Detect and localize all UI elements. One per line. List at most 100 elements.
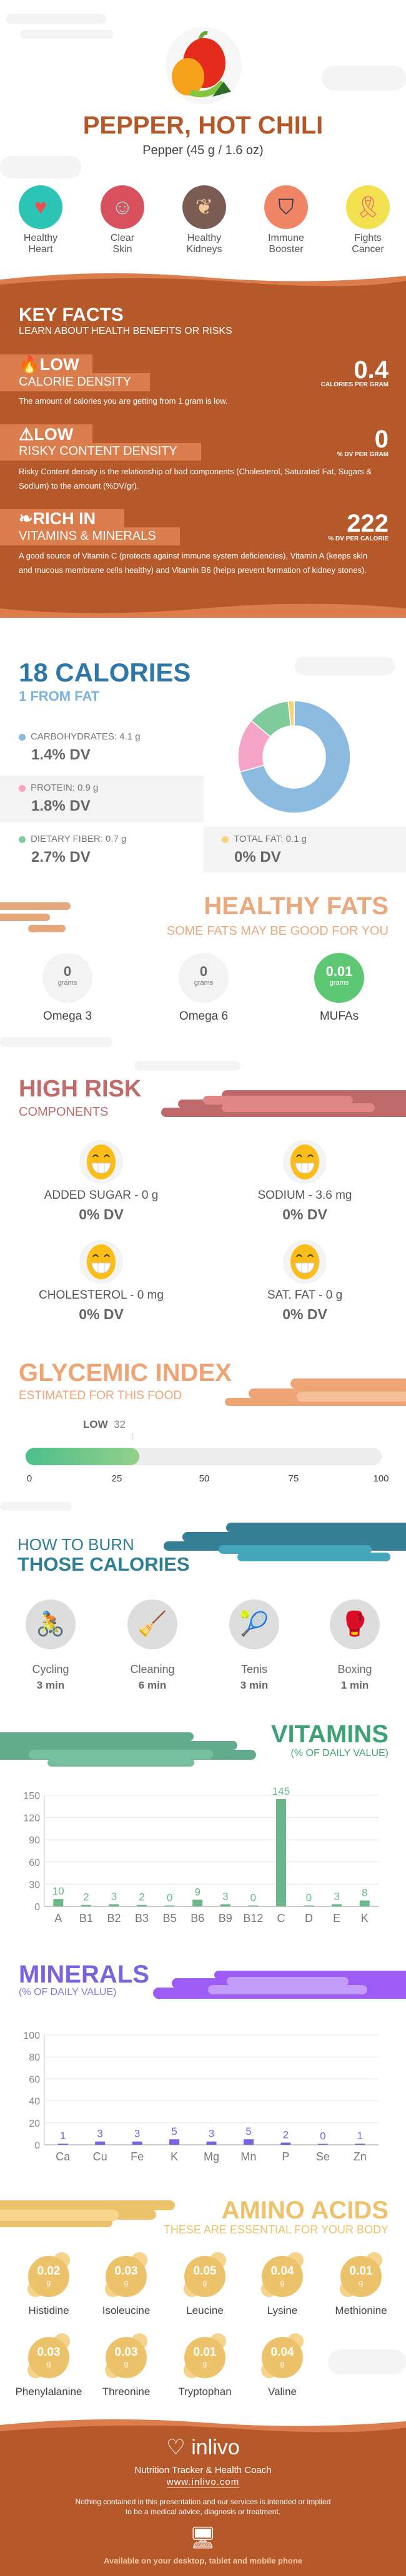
leaf-icon: ❧ xyxy=(19,509,33,528)
carbs-dv: 1.4% DV xyxy=(31,746,91,763)
shield-icon: ⛉ xyxy=(264,185,308,229)
burn-title-line1: HOW TO BURN xyxy=(17,1535,134,1554)
bar-Ca xyxy=(57,2144,68,2145)
sodium-label: SODIUM - 3.6 mg xyxy=(257,1189,352,1202)
omega6-label: Omega 6 xyxy=(179,1010,229,1023)
fiber-legend-dot xyxy=(19,836,26,843)
decor-streak xyxy=(0,2210,119,2221)
bar-P xyxy=(280,2142,291,2145)
protein-legend-dot xyxy=(19,784,26,792)
x-tick-label-Fe: Fe xyxy=(131,2150,144,2163)
pepper-image xyxy=(166,27,242,104)
bar-value-K: 8 xyxy=(362,1887,367,1899)
vitamin-richness-label: VITAMINS & MINERALS xyxy=(19,529,156,543)
omega3-label: Omega 3 xyxy=(42,1010,92,1023)
vitamins-bar-chart: 030609012015010A2B13B22B30B59B63B90B1214… xyxy=(23,1785,379,1925)
bar-value-B1: 2 xyxy=(83,1891,89,1903)
bar-Fe xyxy=(132,2141,142,2145)
bar-A xyxy=(53,1899,64,1906)
bar-value-Ca: 1 xyxy=(60,2130,66,2142)
decor-cloud xyxy=(328,2349,406,2374)
amino-name: Threonine xyxy=(102,2386,151,2398)
vitamin-richness-unit: % DV PER CALORIE xyxy=(328,535,389,542)
bar-value-Se: 0 xyxy=(320,2130,325,2142)
glycemic-value: 32 xyxy=(114,1418,126,1430)
bar-value-B5: 0 xyxy=(167,1892,172,1904)
calorie-density-value: 0.4 xyxy=(354,356,389,384)
omega3-badge: 0 grams xyxy=(42,953,92,1003)
website-link[interactable]: www.inlivo.com xyxy=(166,2477,240,2488)
x-tick-label-Se: Se xyxy=(316,2150,330,2163)
ribbon-icon: 🎗 xyxy=(346,185,390,229)
protein-dv: 1.8% DV xyxy=(31,798,91,814)
bar-K xyxy=(169,2139,180,2145)
calorie-density-desc: The amount of calories you are getting f… xyxy=(19,396,228,406)
inlivo-logo: ♡ inlivo xyxy=(166,2436,240,2459)
calorie-density-label: CALORIE DENSITY xyxy=(19,375,132,389)
bar-K xyxy=(359,1900,370,1906)
x-tick-label-C: C xyxy=(277,1912,285,1925)
x-tick-label-K: K xyxy=(361,1912,369,1925)
y-tick-label: 0 xyxy=(34,2140,40,2151)
bar-value-Mg: 3 xyxy=(209,2128,214,2140)
gi-tick-25: 25 xyxy=(111,1473,122,1484)
amino-name: Valine xyxy=(268,2386,297,2398)
risky-density-label: RISKY CONTENT DENSITY xyxy=(19,444,177,458)
x-tick-label-B9: B9 xyxy=(219,1912,232,1925)
gi-tick-100: 100 xyxy=(373,1473,389,1484)
glycemic-subtitle: ESTIMATED FOR THIS FOOD xyxy=(19,1389,182,1402)
x-tick-label-Zn: Zn xyxy=(354,2150,367,2163)
bar-Cu xyxy=(95,2141,106,2145)
activity-boxing: Boxing xyxy=(337,1663,372,1676)
bar-value-B3: 2 xyxy=(139,1891,144,1903)
y-tick-label: 100 xyxy=(23,2031,40,2041)
decor-cloud xyxy=(134,1061,240,1071)
sat-fat-dv: 0% DV xyxy=(282,1306,327,1322)
amino-name: Methionine xyxy=(335,2305,387,2316)
benefit-clear-skin: Clear Skin xyxy=(110,233,135,255)
vitamins-subtitle: (% OF DAILY VALUE) xyxy=(290,1748,389,1759)
decor-streak xyxy=(182,1532,406,1542)
benefit-healthy-kidneys: Healthy Kidneys xyxy=(186,233,222,255)
x-tick-label-B6: B6 xyxy=(191,1912,204,1925)
bar-D xyxy=(304,1905,314,1906)
y-tick-label: 120 xyxy=(23,1813,40,1824)
devices-icon: 🖥 xyxy=(189,2526,217,2550)
x-tick-label-B5: B5 xyxy=(163,1912,177,1925)
y-tick-label: 30 xyxy=(29,1880,40,1890)
activity-cycling: Cycling xyxy=(32,1663,69,1676)
protein-label: PROTEIN: 0.9 g xyxy=(19,783,98,793)
calories-from-fat: 1 FROM FAT xyxy=(19,688,100,704)
risky-density-unit: % DV PER GRAM xyxy=(337,451,389,458)
x-tick-label-P: P xyxy=(282,2150,289,2163)
bar-value-E: 3 xyxy=(334,1890,339,1902)
grin-face-icon xyxy=(79,1140,123,1184)
gi-tick-75: 75 xyxy=(288,1473,299,1484)
decor-streak xyxy=(29,1750,213,1759)
amino-badge: 0.03 g xyxy=(28,2337,69,2378)
y-tick-label: 40 xyxy=(29,2097,40,2107)
donut-slice-carbohydrates xyxy=(239,701,350,813)
decor-streak xyxy=(226,1523,406,1533)
calorie-density-level: 🔥LOW xyxy=(19,355,79,374)
burn-title-line2: THOSE CALORIES xyxy=(17,1553,190,1575)
bar-value-P: 2 xyxy=(283,2129,289,2140)
disclaimer-line1: Nothing contained in this presentation a… xyxy=(75,2497,331,2506)
activity-tennis-time: 3 min xyxy=(240,1679,269,1691)
heart-icon: ♥ xyxy=(19,185,62,229)
y-tick-label: 60 xyxy=(29,2074,40,2085)
mufa-badge: 0.01 grams xyxy=(314,953,364,1003)
decor-streak xyxy=(203,1096,353,1105)
decor-cloud xyxy=(295,656,395,675)
minerals-subtitle: (% OF DAILY VALUE) xyxy=(19,1987,117,1998)
decor-cloud xyxy=(0,156,81,178)
high-risk-subtitle: COMPONENTS xyxy=(19,1105,109,1119)
amino-title: AMINO ACIDS xyxy=(221,2197,389,2224)
vitamin-richness-value: 222 xyxy=(347,510,389,537)
decor-streak xyxy=(290,1378,406,1388)
glycemic-level: LOW xyxy=(83,1418,108,1430)
activity-cleaning-time: 6 min xyxy=(138,1679,167,1691)
bar-Mg xyxy=(206,2141,217,2145)
footer-background xyxy=(0,2419,406,2576)
decor-streak xyxy=(0,902,71,910)
